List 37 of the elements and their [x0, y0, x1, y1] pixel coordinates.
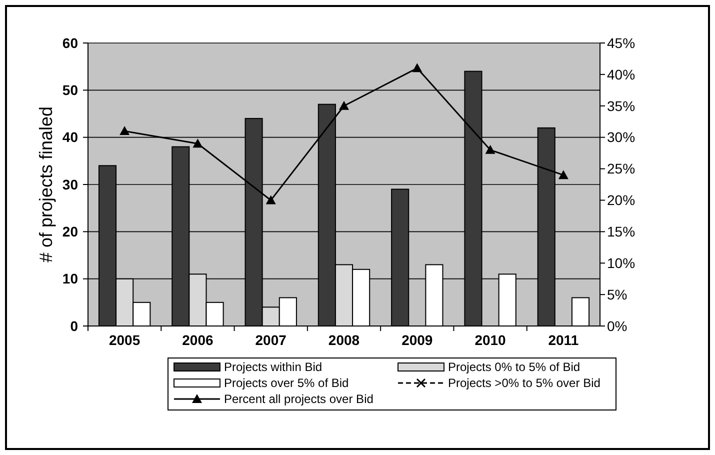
y-tick-label: 60 [62, 34, 78, 51]
x-tick-label: 2007 [255, 332, 287, 348]
y-axis-title: # of projects finaled [36, 106, 56, 263]
y2-tick-label: 25% [607, 160, 636, 177]
legend-label: Projects within Bid [224, 360, 322, 374]
x-tick-label: 2006 [182, 332, 214, 348]
y2-tick-label: 10% [607, 255, 636, 272]
x-tick-label: 2009 [402, 332, 433, 348]
point [485, 144, 496, 154]
x-tick-label: 2010 [474, 332, 506, 348]
point [266, 195, 276, 204]
y2-tick-label: 0% [607, 318, 628, 334]
y-tick-label: 0 [70, 318, 78, 334]
y-tick-label: 20 [62, 224, 78, 240]
y2-tick-label: 35% [607, 98, 636, 114]
legend-label: Projects over 5% of Bid [224, 376, 349, 390]
y-tick-label: 10 [62, 270, 78, 287]
y2-tick-label: 45% [607, 34, 636, 51]
point [339, 100, 349, 110]
y-tick-label: 30 [62, 176, 78, 192]
x-tick-label: 2005 [108, 332, 140, 348]
legend-label: Percent all projects over Bid [224, 392, 374, 406]
legend-label: Projects >0% to 5% over Bid [448, 376, 600, 390]
legend-label: Projects 0% to 5% of Bid [448, 360, 580, 374]
x-tick-label: 2011 [548, 332, 579, 348]
point [412, 63, 422, 72]
point [120, 126, 130, 136]
x-tick-label: 2008 [328, 332, 360, 348]
y2-tick-label: 5% [607, 286, 628, 302]
y-tick-label: 40 [62, 129, 78, 146]
y2-tick-label: 40% [607, 66, 636, 82]
y-tick-label: 50 [62, 82, 78, 98]
y2-tick-label: 20% [607, 192, 636, 208]
y2-tick-label: 15% [607, 224, 636, 240]
y2-tick-label: 30% [607, 129, 636, 146]
point [558, 170, 568, 180]
point [192, 138, 203, 148]
